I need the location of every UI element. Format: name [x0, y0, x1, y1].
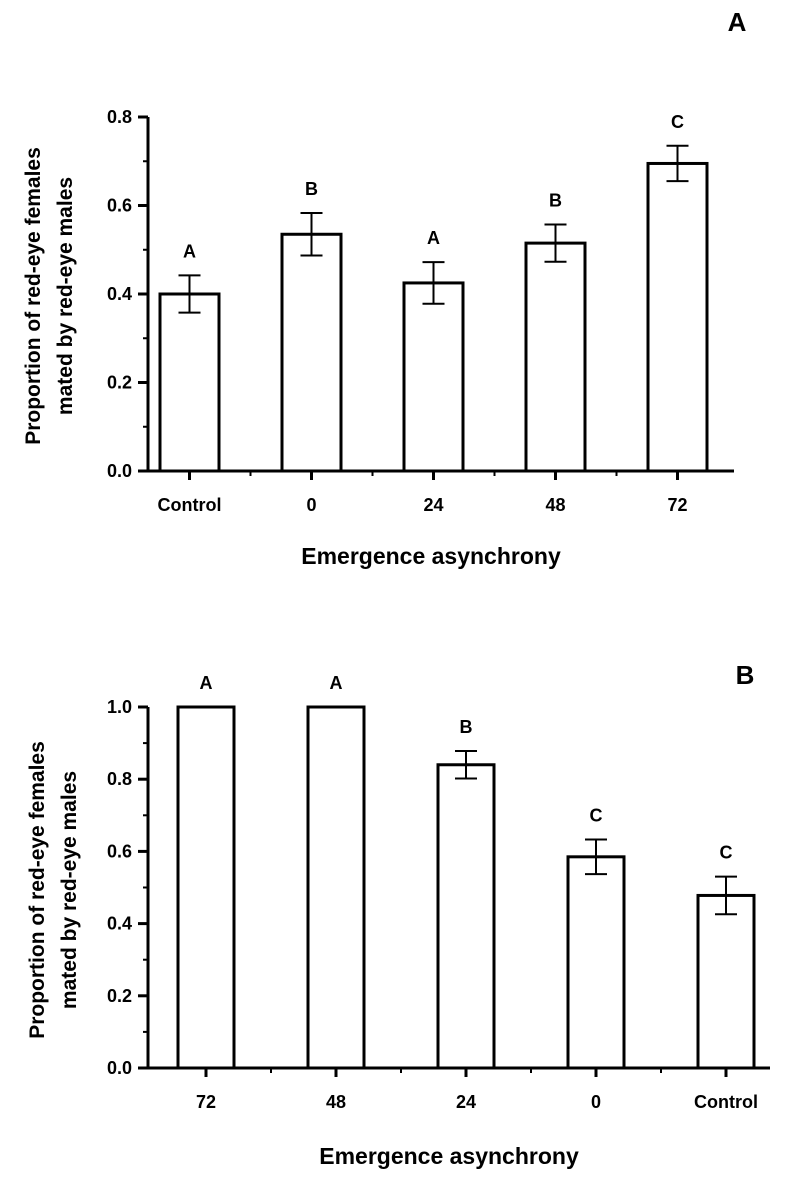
bar-48	[306, 705, 366, 1070]
y-tick-label: 0.0	[107, 461, 132, 481]
x-axis-label: Emergence asynchrony	[319, 1143, 579, 1169]
significance-letter: A	[330, 673, 343, 693]
y-tick-label: 0.2	[107, 373, 132, 393]
significance-letter: C	[590, 805, 603, 825]
bar-0	[280, 232, 343, 473]
error-bar	[666, 144, 689, 183]
x-tick-label: Control	[158, 495, 222, 515]
y-tick-label: 0.4	[107, 284, 132, 304]
panel-label: B	[736, 660, 755, 690]
chart-panel-a: A Control B 0 A 24 B 48 C 72 0.0 0.2 0.4 0.6 0.8 Emerge…	[22, 7, 747, 569]
y-axis-label: Proportion of red-eye females	[26, 741, 49, 1039]
bar-72	[646, 161, 709, 473]
error-bar	[715, 875, 737, 916]
x-tick-label: 48	[326, 1092, 346, 1112]
x-tick-label: 24	[456, 1092, 476, 1112]
y-tick-label: 0.4	[107, 914, 132, 934]
x-axis-label: Emergence asynchrony	[301, 543, 561, 569]
x-tick-label: 48	[545, 495, 565, 515]
y-axis-label: mated by red-eye males	[58, 771, 81, 1009]
error-bar	[300, 212, 323, 257]
error-bar	[544, 223, 567, 263]
y-tick-label: 0.8	[107, 107, 132, 127]
x-tick-label: 0	[591, 1092, 601, 1112]
x-tick-label: 24	[423, 495, 443, 515]
bar-24	[436, 763, 496, 1070]
y-tick-label: 0.6	[107, 196, 132, 216]
error-bar	[585, 838, 607, 876]
bar-48	[524, 241, 587, 473]
x-tick-label: 0	[306, 495, 316, 515]
significance-letter: C	[720, 843, 733, 863]
x-tick-label: Control	[694, 1092, 758, 1112]
x-tick-label: 72	[196, 1092, 216, 1112]
bar-24	[402, 281, 465, 473]
y-tick-label: 0.6	[107, 841, 132, 861]
significance-letter: A	[427, 228, 440, 248]
significance-letter: C	[671, 112, 684, 132]
significance-letter: B	[305, 179, 318, 199]
error-bar	[422, 261, 445, 305]
panel-label: A	[728, 7, 747, 37]
y-tick-label: 0.0	[107, 1058, 132, 1078]
significance-letter: A	[183, 241, 196, 261]
y-tick-label: 1.0	[107, 697, 132, 717]
error-bar	[455, 750, 477, 780]
y-axis-label: Proportion of red-eye females	[22, 147, 45, 445]
error-bar	[178, 274, 201, 314]
bar-0	[566, 855, 626, 1070]
significance-letter: B	[460, 717, 473, 737]
x-tick-label: 72	[667, 495, 687, 515]
bar-control	[696, 893, 756, 1070]
bar-72	[176, 705, 236, 1070]
chart-panel-b: A 72 A 48 B 24 C 0 C Control 0.0 0.2 0.4 0.6 0.8 1.0 Eme…	[26, 660, 770, 1169]
y-tick-label: 0.2	[107, 986, 132, 1006]
bar-control	[158, 292, 221, 473]
significance-letter: B	[549, 191, 562, 211]
significance-letter: A	[200, 673, 213, 693]
y-axis-label: mated by red-eye males	[54, 177, 77, 415]
y-tick-label: 0.8	[107, 769, 132, 789]
